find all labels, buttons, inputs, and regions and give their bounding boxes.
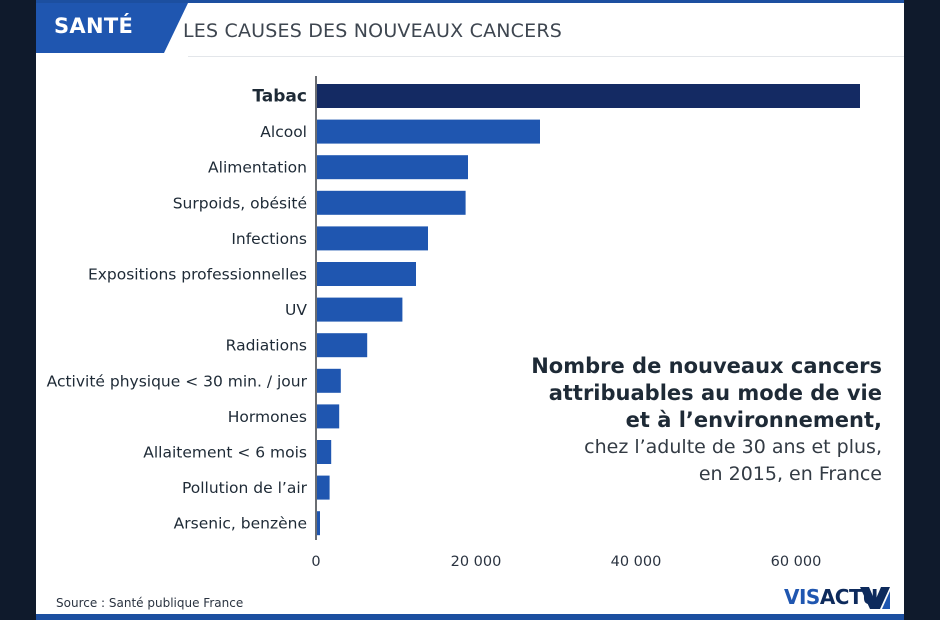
category-tag-label: SANTÉ xyxy=(54,14,134,38)
annotation-line-2: attribuables au mode de vie xyxy=(548,381,882,405)
category-label-alimentation: Alimentation xyxy=(208,159,307,177)
annotation-line-5: en 2015, en France xyxy=(698,463,882,485)
infographic-card: SANTÉ LES CAUSES DES NOUVEAUX CANCERS Ta… xyxy=(36,0,904,620)
x-tick-label-60000: 60 000 xyxy=(771,554,822,570)
annotation-line-1: Nombre de nouveaux cancers xyxy=(531,354,882,378)
bar-surpoids-obesite xyxy=(317,190,466,215)
annotation-line-4: chez l’adulte de 30 ans et plus, xyxy=(584,436,882,458)
bar-uv xyxy=(317,297,403,322)
category-tag: SANTÉ xyxy=(36,3,164,53)
bar-allaitement-6-mois xyxy=(317,440,332,464)
category-label-alcool: Alcool xyxy=(260,123,307,141)
category-label-tabac: Tabac xyxy=(252,87,307,107)
chart-annotation: Nombre de nouveaux cancers attribuables … xyxy=(531,353,882,488)
category-label-arsenic-benzene: Arsenic, benzène xyxy=(174,515,307,533)
bar-infections xyxy=(317,226,428,251)
category-label-radiations: Radiations xyxy=(226,337,307,355)
x-tick-label-40000: 40 000 xyxy=(611,554,662,570)
category-label-uv: UV xyxy=(285,301,307,319)
bottom-accent-line xyxy=(36,614,904,620)
bar-alcool xyxy=(317,119,540,144)
chart-title: LES CAUSES DES NOUVEAUX CANCERS xyxy=(183,20,563,42)
category-label-pollution-de-l-air: Pollution de l’air xyxy=(182,479,308,497)
bar-chart: Tabac Alcool Alimentation Surpoids, obésité… xyxy=(47,76,860,570)
category-label-hormones: Hormones xyxy=(228,408,307,426)
annotation-line-3: et à l’environnement, xyxy=(625,408,882,432)
bar-hormones xyxy=(317,404,340,429)
logo-text-part1: VIS xyxy=(784,585,820,609)
bar-activite-physique-30-min-jour xyxy=(317,368,341,393)
category-label-allaitement-6-mois: Allaitement < 6 mois xyxy=(143,444,307,462)
bar-radiations xyxy=(317,333,368,358)
bar-pollution-de-l-air xyxy=(317,475,330,500)
source-note: Source : Santé publique France xyxy=(56,596,244,610)
category-tag-notch xyxy=(164,3,188,53)
bar-arsenic-benzene xyxy=(317,511,320,536)
x-tick-label-0: 0 xyxy=(311,554,320,570)
bar-tabac xyxy=(317,84,860,108)
category-label-activite-physique-30-min-jour: Activité physique < 30 min. / jour xyxy=(47,372,308,390)
header: SANTÉ LES CAUSES DES NOUVEAUX CANCERS xyxy=(36,3,904,53)
bar-expositions-professionnelles xyxy=(317,262,416,286)
header-divider xyxy=(188,56,904,57)
logo-mark-icon xyxy=(860,587,890,609)
top-accent-line xyxy=(36,0,904,3)
category-label-surpoids-obesite: Surpoids, obésité xyxy=(173,194,307,212)
category-label-infections: Infections xyxy=(231,230,307,248)
category-label-expositions-professionnelles: Expositions professionnelles xyxy=(88,266,307,284)
x-tick-label-20000: 20 000 xyxy=(451,554,502,570)
bar-alimentation xyxy=(317,155,468,180)
